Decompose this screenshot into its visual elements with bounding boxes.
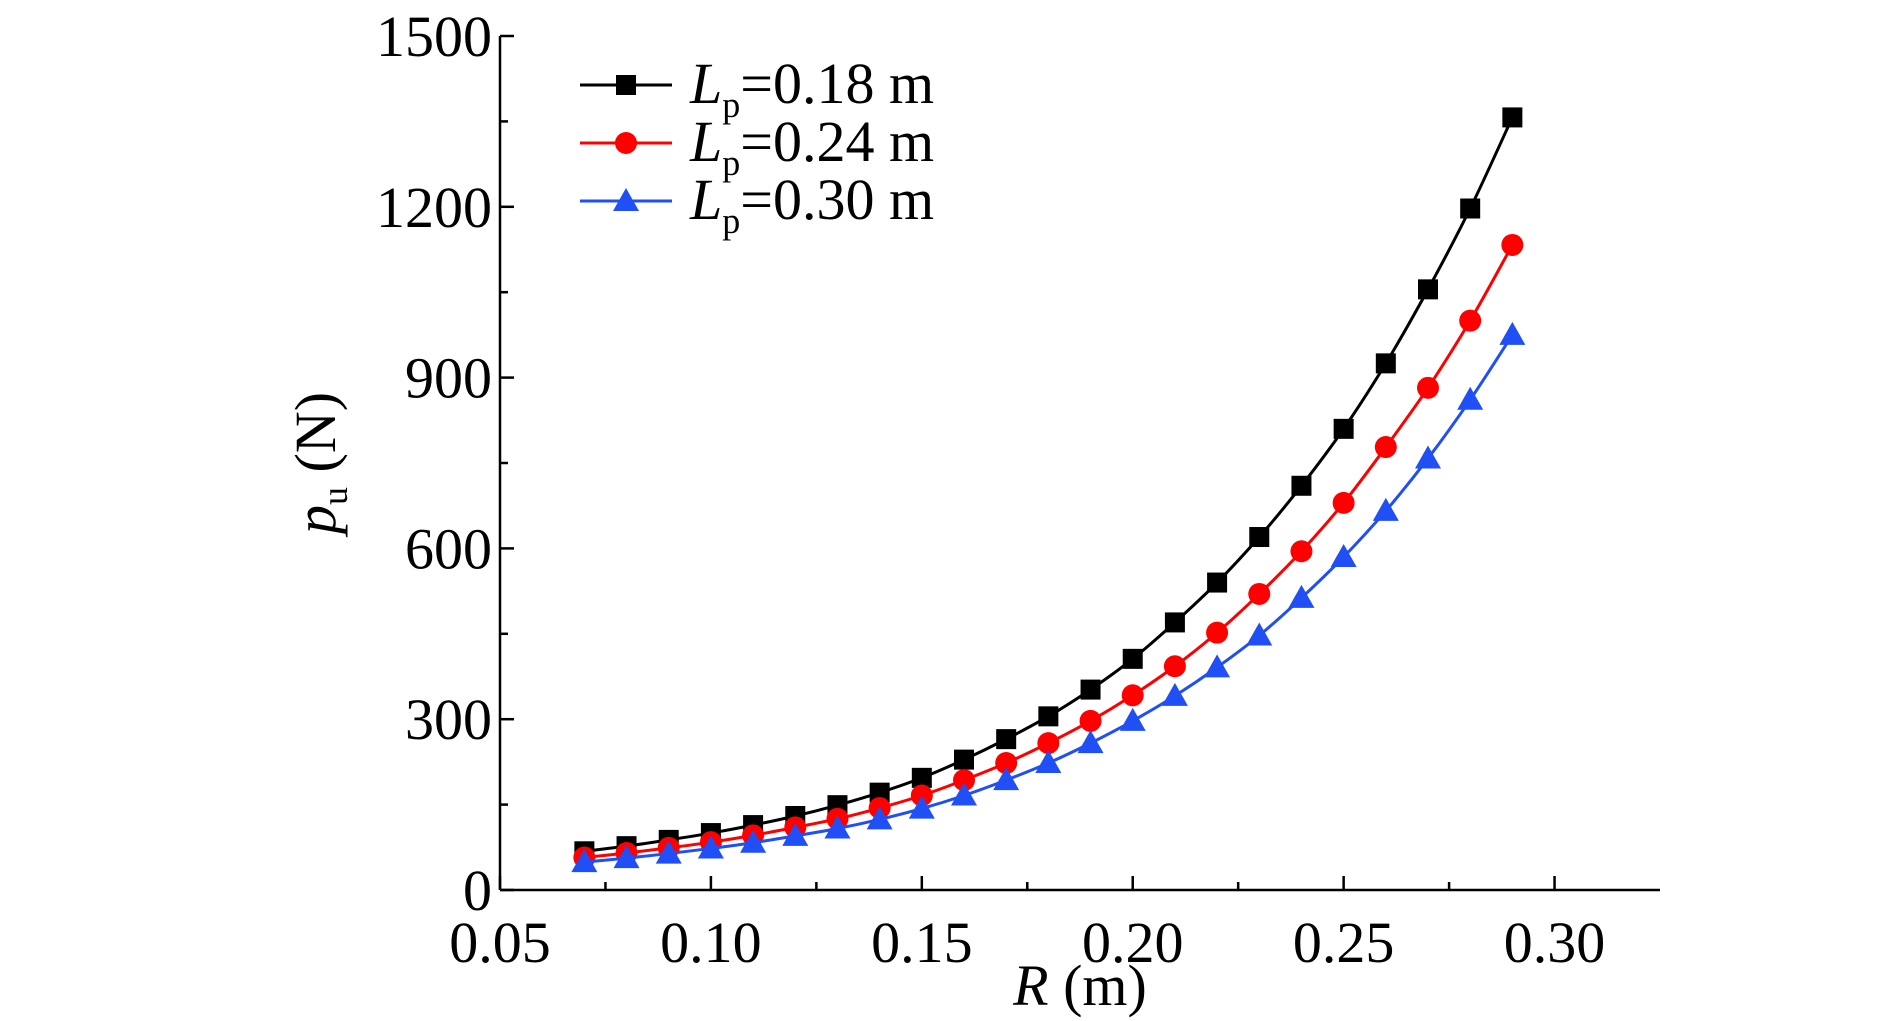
data-point — [1038, 706, 1059, 727]
x-tick-label: 0.30 — [1504, 910, 1606, 975]
data-point — [953, 769, 975, 792]
y-tick-label: 1200 — [376, 175, 492, 240]
legend-item-3: Lp=0.30 m — [580, 167, 934, 241]
data-point — [1460, 198, 1481, 219]
y-tick-label: 0 — [463, 858, 492, 923]
data-point — [1499, 321, 1526, 345]
x-tick-label: 0.10 — [660, 910, 762, 975]
series-line — [584, 334, 1514, 864]
data-point — [910, 784, 933, 807]
data-point — [1290, 540, 1313, 563]
y-tick-label: 900 — [405, 346, 492, 411]
data-point — [740, 829, 767, 853]
data-point — [655, 840, 682, 864]
data-point — [782, 822, 809, 846]
data-point — [1415, 445, 1441, 469]
data-point — [1502, 107, 1523, 128]
data-point — [1374, 436, 1397, 459]
series-layer — [571, 107, 1526, 873]
data-point — [1375, 353, 1396, 374]
y-tick-label: 1500 — [376, 4, 492, 69]
legend-marker — [615, 132, 637, 154]
series-2 — [573, 233, 1524, 869]
legend-marker — [613, 188, 639, 211]
data-point — [1163, 655, 1186, 678]
data-point — [1330, 543, 1357, 567]
legend-item-1: Lp=0.18 m — [580, 51, 934, 125]
series-3 — [571, 321, 1526, 873]
data-point — [1291, 475, 1312, 496]
data-point — [1333, 418, 1354, 439]
data-point — [1035, 750, 1062, 774]
legend-marker — [616, 75, 636, 95]
data-point — [996, 729, 1017, 750]
data-point — [1459, 309, 1482, 332]
legend-label: Lp=0.18 m — [689, 51, 934, 125]
data-point — [1418, 279, 1438, 300]
data-point — [824, 815, 851, 839]
data-point — [1119, 707, 1146, 731]
data-point — [1501, 233, 1524, 256]
data-point — [1164, 612, 1185, 633]
data-point — [1332, 491, 1355, 514]
data-point — [993, 767, 1020, 791]
legend-label: Lp=0.24 m — [689, 109, 934, 183]
data-point — [1372, 497, 1399, 521]
data-point — [1161, 682, 1188, 706]
data-point — [1121, 684, 1144, 707]
data-point — [1204, 654, 1231, 678]
data-point — [866, 806, 893, 830]
axes: 0.05 0.10 0.15 0.20 0.25 0.30 0 300 600 900 1200 15… — [376, 4, 1660, 975]
data-point — [995, 752, 1018, 775]
data-point — [1079, 709, 1102, 732]
x-axis-title: R (m) — [1012, 953, 1147, 1018]
x-tick-label: 0.05 — [449, 910, 551, 975]
data-point — [1122, 648, 1143, 669]
x-tick-label: 0.20 — [1082, 910, 1184, 975]
data-point — [1249, 527, 1270, 548]
x-tick-label: 0.25 — [1293, 910, 1395, 975]
data-point — [1077, 730, 1104, 754]
legend-label: Lp=0.30 m — [689, 167, 934, 241]
data-point — [1246, 622, 1273, 646]
data-point — [1207, 572, 1228, 593]
data-point — [1417, 376, 1439, 399]
data-point — [869, 782, 890, 803]
legend: Lp=0.18 mLp=0.24 mLp=0.30 m — [580, 51, 934, 241]
data-point — [697, 835, 724, 859]
data-point — [1457, 386, 1484, 410]
data-point — [1206, 621, 1229, 644]
data-point — [951, 782, 977, 806]
y-tick-label: 600 — [405, 516, 492, 581]
axis-titles: R (m) pu (N) — [283, 392, 1147, 1018]
y-axis-title: pu (N) — [283, 392, 355, 538]
data-point — [1248, 582, 1271, 605]
data-point — [1288, 584, 1315, 608]
legend-item-2: Lp=0.24 m — [580, 109, 934, 183]
data-point — [613, 845, 640, 869]
x-tick-label: 0.15 — [871, 910, 973, 975]
data-point — [954, 749, 974, 770]
data-point — [1080, 679, 1101, 700]
data-point — [571, 849, 598, 873]
data-point — [908, 795, 935, 819]
data-point — [911, 767, 932, 788]
data-point — [1037, 732, 1060, 755]
y-tick-label: 300 — [405, 687, 492, 752]
